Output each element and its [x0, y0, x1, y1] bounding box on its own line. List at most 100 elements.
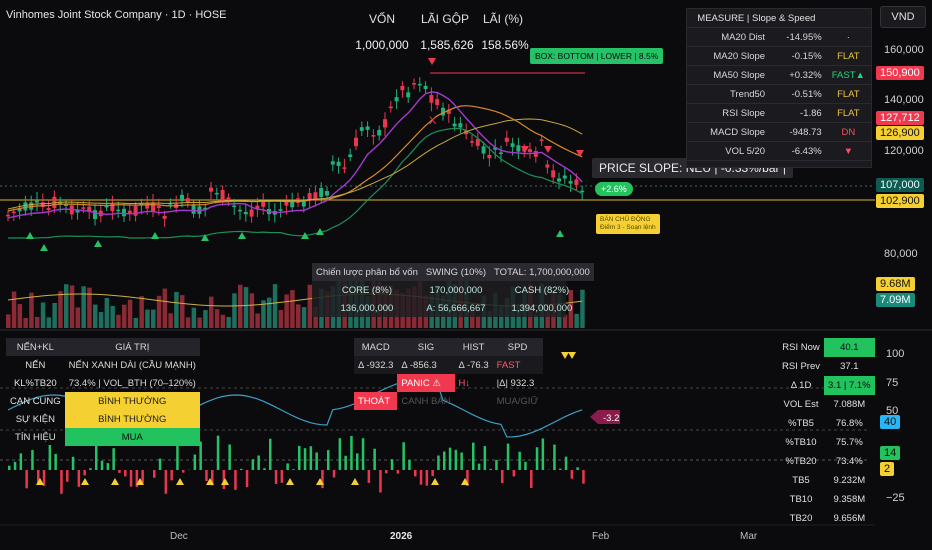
- rsi-value: 37.1: [840, 361, 859, 372]
- candle-body: [23, 202, 28, 211]
- osc-bar: [95, 439, 98, 470]
- rsi-row: RSI Prev 37.1: [778, 357, 875, 376]
- volume-bar: [249, 293, 255, 328]
- price-tag: 150,900: [876, 66, 924, 80]
- buy-marker-icon: [151, 232, 159, 239]
- candle-body: [307, 193, 312, 200]
- osc-bar: [425, 470, 429, 486]
- candle-body: [238, 209, 242, 212]
- alloc-header: SWING (10%): [425, 266, 487, 278]
- osc-bar: [582, 470, 585, 484]
- candle-body: [539, 139, 544, 141]
- macd-panel: MACD SIG HIST SPD Δ -932.3 Δ -856.3 Δ -7…: [354, 338, 543, 410]
- osc-bar: [506, 443, 510, 470]
- alloc-cell: CASH (82%): [514, 284, 570, 296]
- macd-header: MACD: [361, 341, 390, 353]
- volume-bar: [81, 286, 86, 328]
- buy-marker-icon: [81, 478, 89, 485]
- time-axis-label: Feb: [592, 531, 610, 542]
- perf-value-pct: 158.56%: [481, 38, 529, 52]
- osc-bar: [350, 435, 353, 470]
- measure-status: FLAT: [825, 103, 871, 123]
- candle-body: [510, 143, 515, 147]
- volume-bar: [17, 304, 23, 328]
- perf-header-pct: LÃI (%): [482, 12, 523, 26]
- buy-marker-icon: [461, 478, 469, 485]
- osc-bar: [518, 451, 521, 470]
- volume-bar: [487, 311, 492, 328]
- osc-bar: [298, 445, 301, 470]
- volume-bar: [278, 309, 284, 328]
- volume-bar: [168, 313, 173, 328]
- osc-bar: [356, 453, 359, 470]
- osc-bar: [489, 468, 492, 470]
- volume-bar: [29, 292, 34, 328]
- osc-bar: [367, 470, 371, 483]
- signal-markers: [26, 58, 584, 485]
- osc-bar: [193, 454, 197, 470]
- osc-bar: [448, 447, 452, 470]
- volume-bar: [272, 284, 278, 328]
- volume-bar: [93, 304, 98, 328]
- measure-row: VOL 5/20 -6.43% ▼: [687, 141, 871, 161]
- alloc-cell: A: 56,666,667: [426, 302, 486, 314]
- signal-row: SỰ KIỆN BÌNH THƯỜNG: [6, 410, 200, 428]
- ma-line-yellow: [7, 118, 583, 210]
- volume-bar: [6, 314, 11, 328]
- volume-bar: [122, 304, 127, 328]
- measure-row: MA50 Slope +0.32% FAST▲: [687, 65, 871, 85]
- candle-body: [516, 145, 521, 152]
- rsi-name: TB5: [792, 475, 810, 486]
- osc-bar: [408, 459, 411, 470]
- candle-body: [220, 189, 225, 202]
- price-tag: 107,000: [876, 178, 924, 192]
- candle-body: [17, 208, 22, 212]
- volume-bar: [220, 314, 226, 328]
- rsi-row: RSI Now 40.1: [778, 338, 875, 357]
- volume-bar: [475, 315, 481, 328]
- osc-bar: [303, 448, 307, 470]
- candle-body: [46, 208, 51, 210]
- rsi-row: TB20 9.656M: [778, 509, 875, 528]
- candle-body: [35, 200, 39, 203]
- price-tag: 7.09M: [876, 293, 915, 307]
- candle-body: [185, 198, 190, 203]
- alloc-cell: 1,394,000,000: [511, 302, 573, 314]
- rsi-name: TB20: [789, 513, 813, 524]
- currency-button[interactable]: VND: [880, 6, 926, 28]
- buy-marker-icon: [206, 478, 214, 485]
- osc-bar: [13, 461, 17, 470]
- buy-marker-icon: [221, 478, 229, 485]
- osc-bar: [431, 470, 434, 477]
- osc-bar: [541, 438, 545, 470]
- rsi-value: 75.7%: [835, 437, 863, 448]
- rsi-value: 7.088M: [833, 399, 866, 410]
- macd-header: SIG: [417, 341, 435, 353]
- alloc-cell: 136,000,000: [340, 302, 394, 314]
- candle-body: [261, 200, 266, 207]
- measure-name: VOL 5/20: [687, 141, 770, 161]
- candle-body: [11, 211, 16, 214]
- candle-body: [348, 154, 353, 158]
- candle-body: [255, 205, 260, 209]
- volume-bar: [267, 297, 272, 328]
- signal-key: SỰ KIỆN: [15, 413, 55, 425]
- volume-bar: [127, 299, 133, 328]
- volume-bar: [243, 287, 249, 328]
- volume-bar: [64, 284, 69, 328]
- rsi-name: VOL Est: [783, 399, 819, 410]
- candle-body: [104, 205, 109, 208]
- signal-key: KL%TB20: [13, 377, 57, 389]
- macd-value: Δ -76.3: [458, 359, 489, 371]
- buy-marker-icon: [238, 232, 246, 239]
- candle-body: [493, 147, 498, 150]
- macd-header: HIST: [462, 341, 485, 353]
- osc-bar: [216, 435, 220, 470]
- candle-body: [504, 137, 509, 142]
- measure-name: MA20 Slope: [687, 46, 770, 66]
- perf-value-capital: 1,000,000: [355, 38, 409, 52]
- volume-bar: [284, 294, 289, 328]
- candle-body: [499, 152, 503, 154]
- buy-marker-icon: [201, 234, 209, 241]
- osc-bar: [419, 470, 423, 485]
